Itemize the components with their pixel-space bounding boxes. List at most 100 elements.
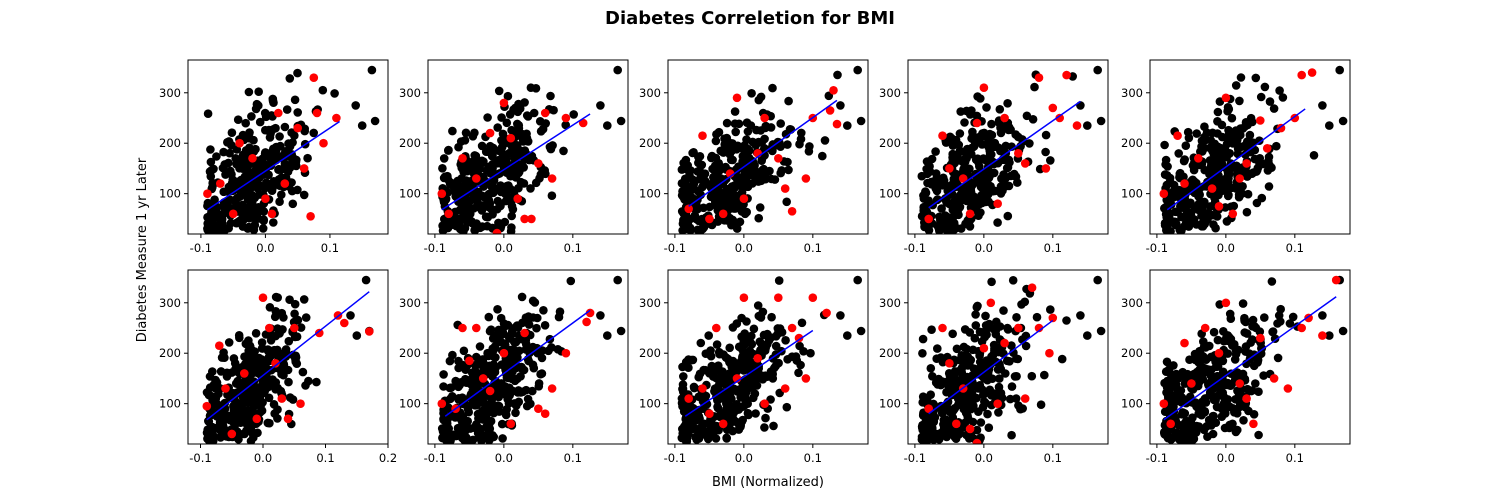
train-point: [547, 191, 557, 200]
train-point: [1002, 356, 1012, 366]
y-tick-label: 300: [159, 86, 181, 100]
test-point: [293, 123, 303, 133]
train-point: [856, 326, 866, 336]
train-point: [980, 332, 989, 342]
train-point: [488, 182, 498, 192]
train-point: [1046, 156, 1055, 165]
train-point: [742, 118, 752, 127]
train-point: [208, 367, 217, 376]
train-point: [769, 421, 778, 431]
train-point: [1259, 371, 1268, 380]
train-point: [693, 186, 703, 196]
test-point: [1249, 419, 1258, 429]
train-point: [727, 190, 737, 200]
train-point: [546, 144, 556, 154]
y-tick-label: 300: [1121, 86, 1143, 100]
train-point: [1325, 331, 1334, 340]
train-point: [260, 108, 270, 118]
test-point: [732, 93, 742, 103]
train-point: [1162, 220, 1171, 229]
train-point: [700, 419, 709, 429]
train-point: [710, 387, 719, 396]
train-point: [743, 144, 753, 154]
train-point: [206, 157, 216, 167]
train-point: [499, 339, 509, 348]
train-point: [1223, 103, 1233, 112]
train-point: [711, 136, 721, 146]
train-point: [285, 74, 295, 83]
train-point: [529, 363, 539, 373]
train-point: [1012, 372, 1021, 381]
train-point: [278, 325, 287, 334]
train-point: [507, 223, 516, 232]
test-point: [1166, 419, 1175, 429]
train-point: [805, 142, 814, 151]
train-point: [806, 348, 815, 358]
train-point: [1228, 404, 1238, 413]
y-tick-label: 200: [159, 136, 181, 150]
train-point: [971, 310, 980, 319]
train-point: [206, 145, 215, 154]
train-point: [528, 313, 538, 322]
test-point: [492, 228, 502, 234]
train-point: [212, 152, 221, 161]
test-point: [216, 179, 225, 188]
train-point: [271, 378, 281, 387]
train-point: [758, 307, 768, 317]
train-point: [485, 326, 495, 336]
scatter-points: [917, 275, 1106, 444]
train-point: [1209, 149, 1219, 159]
train-point: [516, 177, 526, 187]
test-point: [774, 293, 783, 303]
train-point: [275, 132, 284, 141]
train-point: [1083, 331, 1092, 340]
train-point: [1007, 341, 1016, 350]
test-point: [520, 214, 529, 224]
train-point: [561, 120, 570, 130]
train-point: [455, 205, 465, 215]
test-point: [1000, 113, 1009, 123]
train-point: [725, 138, 734, 147]
train-point: [264, 381, 274, 391]
train-point: [1233, 345, 1243, 355]
train-point: [603, 121, 612, 130]
train-point: [1167, 393, 1177, 403]
train-point: [503, 91, 513, 101]
train-point: [1012, 313, 1021, 322]
train-point: [528, 342, 538, 352]
y-tick-label: 100: [399, 397, 421, 411]
scatter-points: [437, 65, 626, 234]
train-point: [994, 408, 1003, 417]
test-point: [1318, 331, 1327, 340]
train-point: [703, 434, 713, 444]
train-point: [263, 179, 273, 189]
x-tick-label: 0.0: [735, 241, 753, 255]
y-tick-label: 200: [639, 346, 661, 360]
train-point: [1021, 331, 1031, 341]
train-point: [753, 301, 763, 310]
train-point: [696, 338, 706, 348]
train-point: [1003, 99, 1012, 108]
train-point: [1162, 180, 1172, 190]
train-point: [539, 306, 548, 315]
subplot-row2-col4: -0.1 0.0 0.1 100 200 300: [879, 269, 1109, 465]
train-point: [248, 197, 257, 206]
train-point: [756, 92, 766, 102]
train-point: [714, 395, 723, 405]
train-point: [752, 125, 761, 135]
train-point: [309, 128, 319, 138]
test-point: [485, 128, 495, 138]
train-point: [681, 419, 691, 429]
test-point: [265, 323, 274, 333]
train-point: [1231, 81, 1241, 90]
train-point: [1227, 113, 1237, 123]
train-point: [204, 436, 214, 444]
train-point: [266, 148, 276, 158]
train-point: [516, 388, 526, 397]
train-point: [613, 275, 622, 285]
train-point: [731, 127, 740, 137]
train-point: [442, 419, 452, 428]
train-point: [1184, 222, 1194, 231]
train-point: [514, 168, 523, 178]
train-point: [946, 181, 955, 191]
